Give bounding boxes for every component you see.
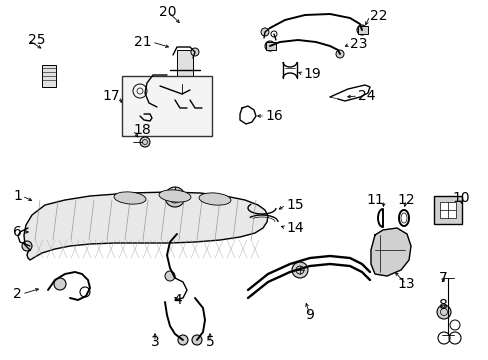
Text: 6: 6 [13,225,22,239]
Ellipse shape [159,190,190,202]
Circle shape [192,335,202,345]
Circle shape [22,241,32,251]
Bar [42,65,56,87]
Circle shape [199,105,204,111]
Circle shape [335,50,343,58]
Text: 22: 22 [369,9,386,23]
Text: 14: 14 [285,221,303,235]
Circle shape [140,137,150,147]
Text: 20: 20 [159,5,176,19]
Circle shape [261,28,268,36]
Bar [122,76,212,136]
Bar [433,196,461,224]
Text: 3: 3 [150,335,159,349]
Bar [177,50,193,100]
Text: 21: 21 [134,35,152,49]
Bar [357,26,367,34]
Circle shape [164,271,175,281]
Circle shape [178,335,187,345]
Text: 19: 19 [303,67,320,81]
Text: 1: 1 [13,189,22,203]
Ellipse shape [199,193,230,205]
Polygon shape [370,228,410,276]
Text: 13: 13 [396,277,414,291]
Text: 4: 4 [173,293,182,307]
Circle shape [291,262,307,278]
Text: 25: 25 [28,33,45,47]
Circle shape [183,105,190,111]
Text: 18: 18 [133,123,150,137]
Circle shape [356,25,366,35]
Text: 8: 8 [438,298,447,312]
Text: 2: 2 [13,287,22,301]
Text: 23: 23 [349,37,367,51]
Text: 10: 10 [451,191,469,205]
Ellipse shape [114,192,145,204]
Bar [439,202,455,218]
Text: 17: 17 [102,89,120,103]
Circle shape [264,41,274,51]
Bar [265,42,275,50]
Text: 15: 15 [285,198,303,212]
Circle shape [436,305,450,319]
Circle shape [191,48,199,56]
Circle shape [164,187,184,207]
Text: 5: 5 [205,335,214,349]
Text: 12: 12 [396,193,414,207]
Text: 16: 16 [264,109,282,123]
Circle shape [54,278,66,290]
Circle shape [270,31,276,37]
Polygon shape [24,192,267,260]
Text: 9: 9 [305,308,314,322]
Text: 11: 11 [366,193,383,207]
Text: 24: 24 [357,89,375,103]
Text: 7: 7 [438,271,447,285]
